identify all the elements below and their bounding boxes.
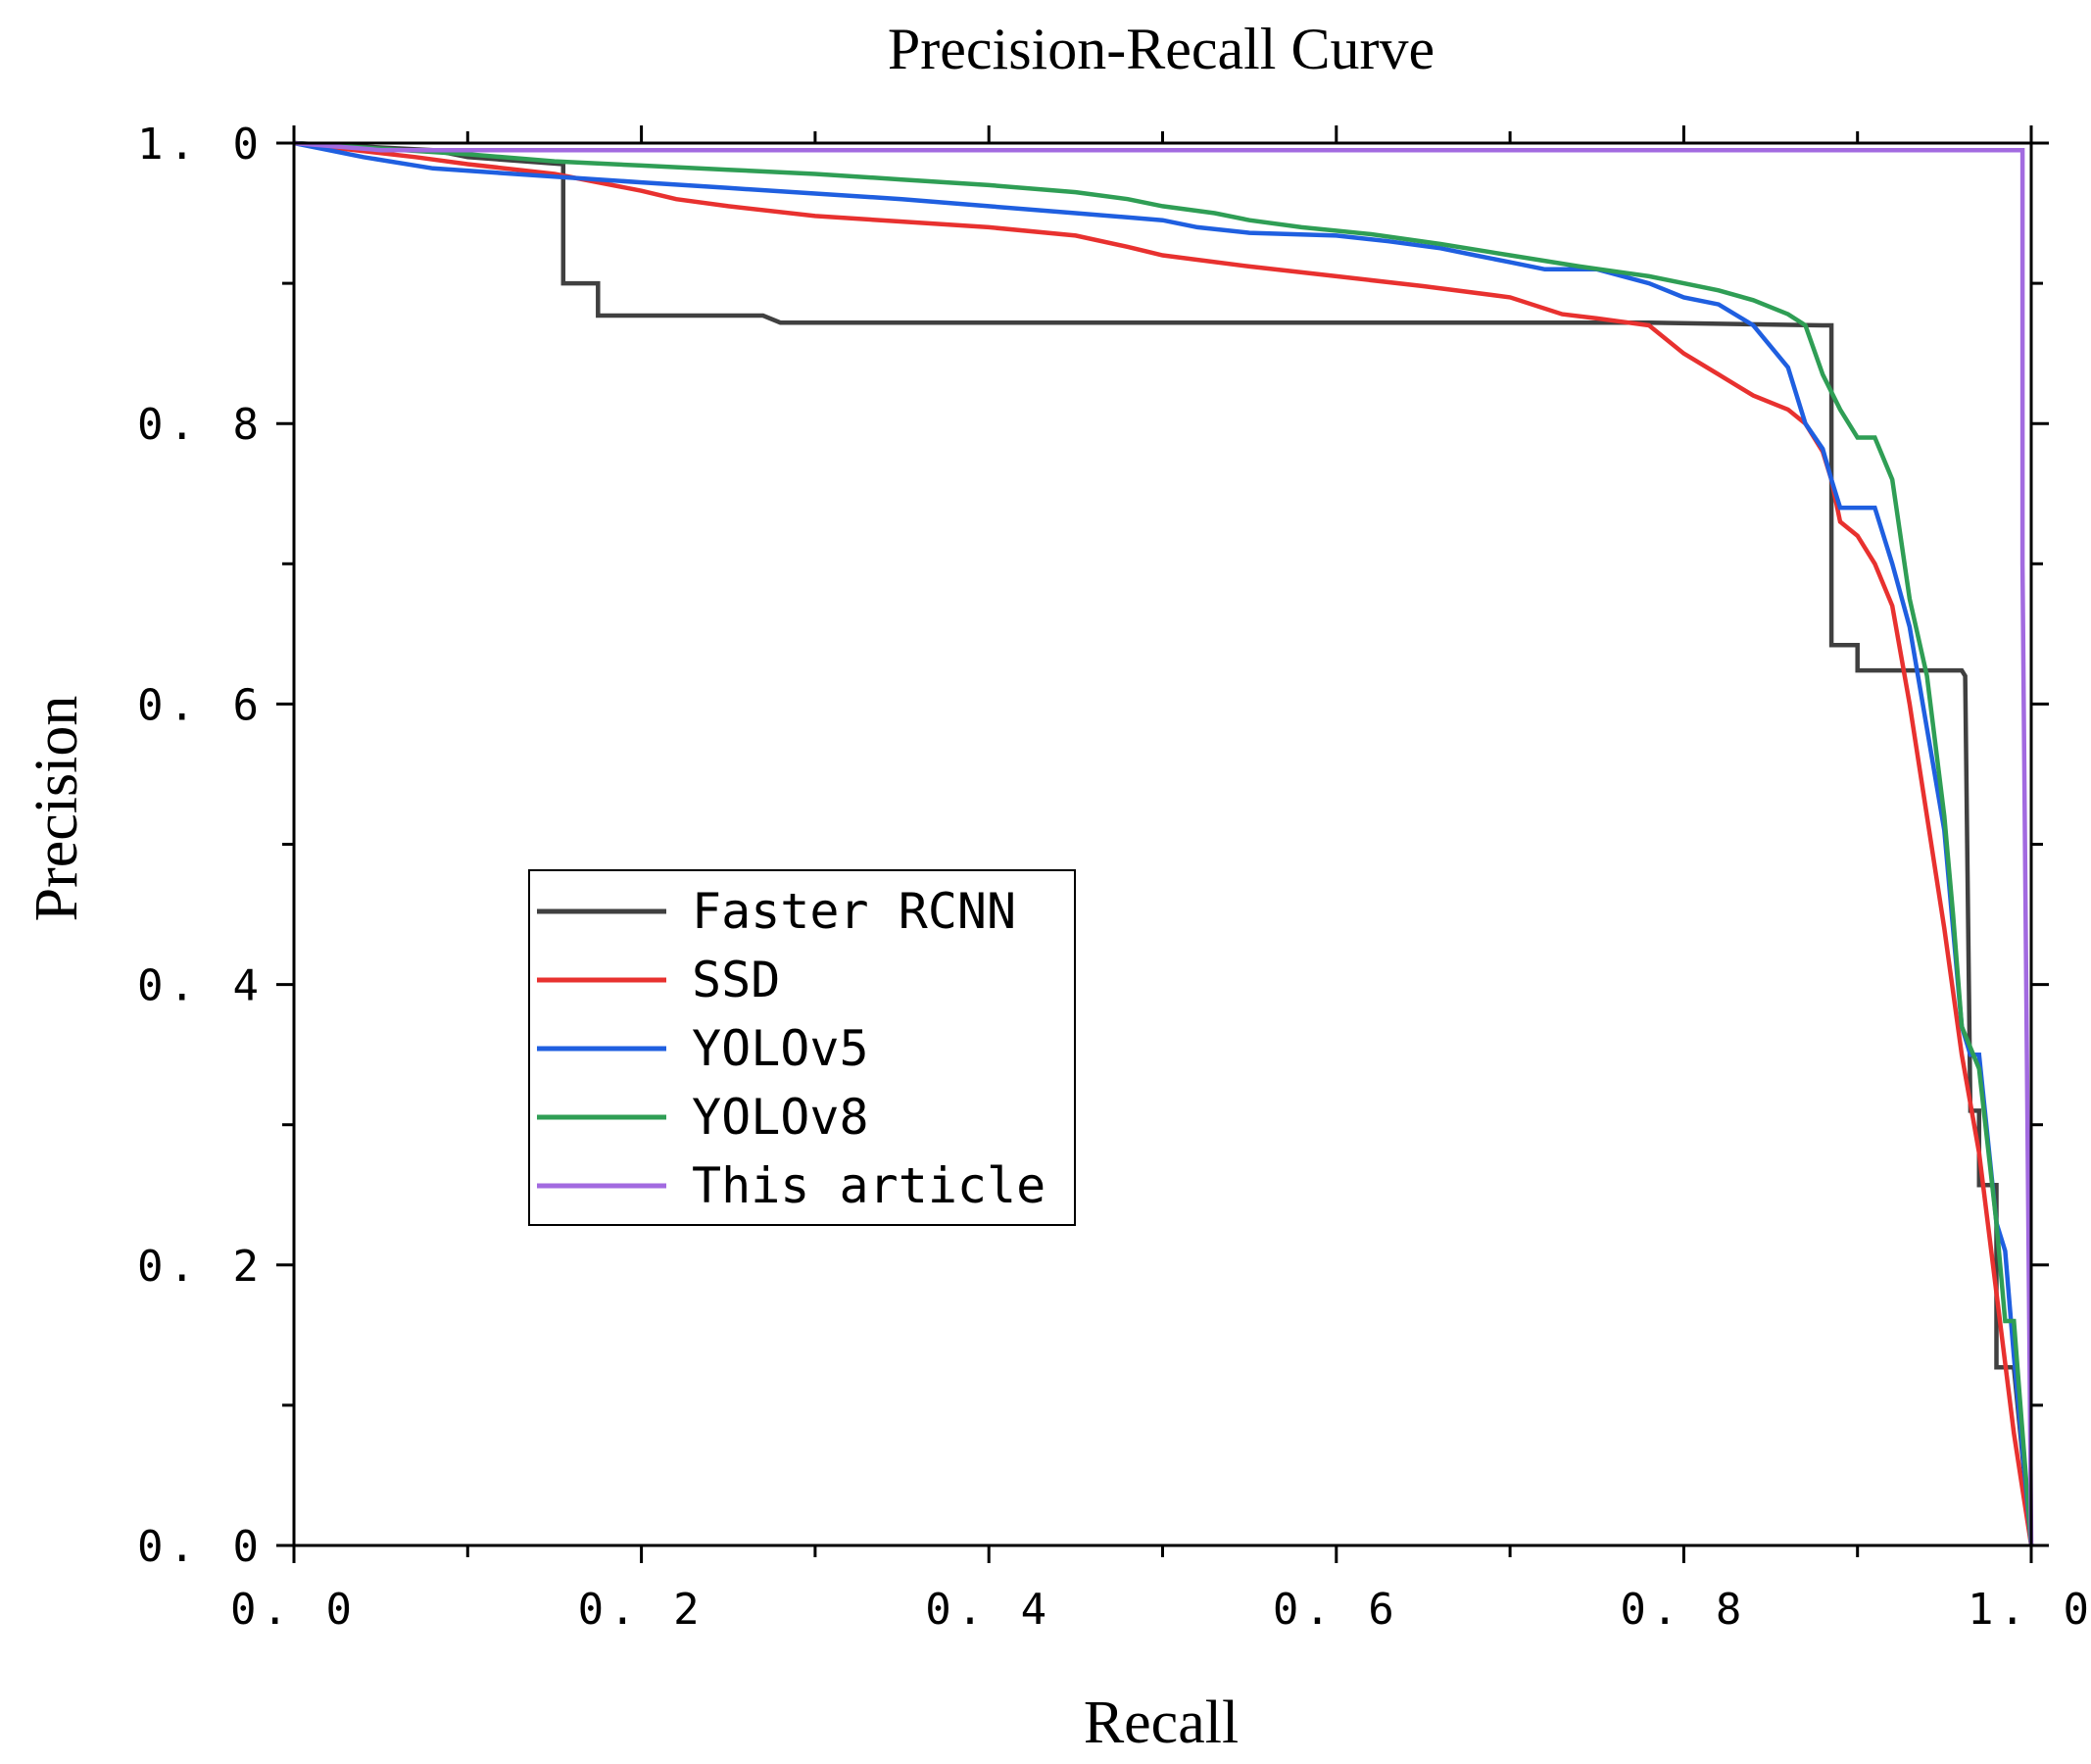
y-axis-label: Precision [24, 696, 90, 922]
y-tick-label: 1. 0 [137, 120, 265, 170]
x-tick-label: 1. 0 [1968, 1585, 2091, 1635]
ticks-layer: 0. 0 0. 2 0. 4 0. 6 0. 8 1. 0 0. 0 0. 2 0. 4 0. 6… [137, 120, 2091, 1635]
series-line-ssd [293, 140, 2034, 1546]
y-tick-label: 0. 6 [137, 680, 265, 730]
y-tick-label: 0. 8 [137, 400, 265, 450]
y-tick-label: 0. 2 [137, 1242, 265, 1292]
series-line-yolov5 [293, 140, 2034, 1546]
series-layer [293, 140, 2034, 1546]
x-tick-label: 0. 0 [230, 1585, 358, 1635]
legend-label: This article [692, 1157, 1046, 1214]
legend-label: YOLOv8 [692, 1089, 869, 1146]
x-tick-label: 0. 6 [1273, 1585, 1400, 1635]
legend: Faster RCNN SSD YOLOv5 YOLOv8 This article [528, 869, 1076, 1226]
chart-title: Precision-Recall Curve [888, 17, 1435, 81]
legend-label: Faster RCNN [692, 883, 1016, 940]
series-line-this-article [293, 140, 2034, 1546]
legend-label: YOLOv5 [692, 1020, 869, 1077]
series-line-faster-rcnn [293, 140, 2034, 1546]
x-tick-label: 0. 8 [1620, 1585, 1747, 1635]
plot-frame [292, 141, 2033, 1547]
legend-label: SSD [692, 952, 780, 1008]
y-tick-label: 0. 4 [137, 961, 265, 1011]
series-line-yolov8 [293, 140, 2034, 1546]
x-tick-label: 0. 4 [925, 1585, 1052, 1635]
x-tick-label: 0. 2 [578, 1585, 705, 1635]
y-tick-label: 0. 0 [137, 1522, 265, 1572]
x-axis-label: Recall [1084, 1690, 1239, 1756]
